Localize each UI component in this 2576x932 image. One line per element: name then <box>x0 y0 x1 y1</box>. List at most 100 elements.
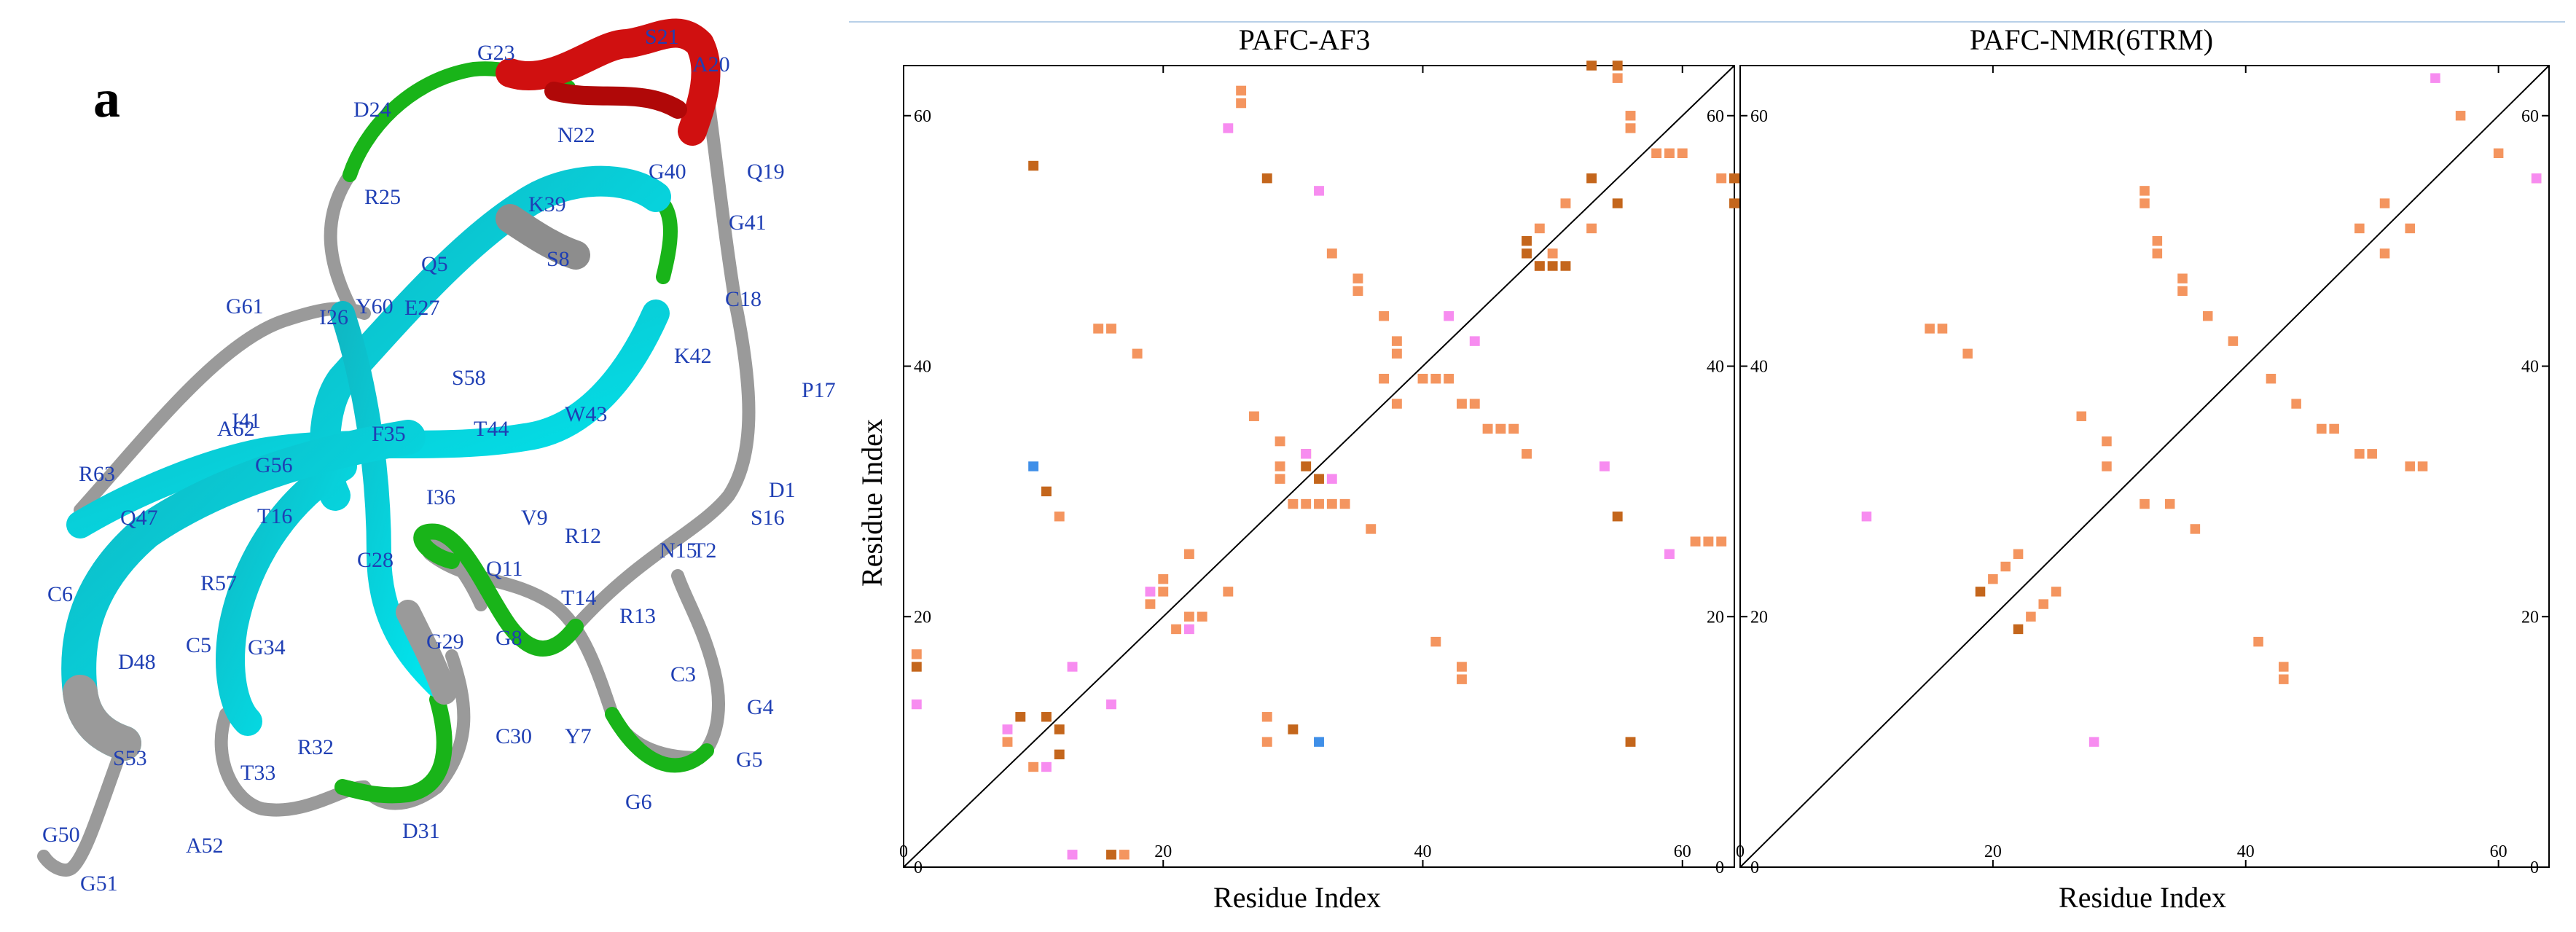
contact-point-salmon <box>2177 286 2188 297</box>
contact-point-salmon <box>2051 587 2062 597</box>
contact-point-salmon <box>1366 524 1377 534</box>
contact-point-salmon <box>2253 636 2263 647</box>
y-tick-label: 40 <box>1750 358 1768 377</box>
contact-point-salmon <box>2102 436 2112 447</box>
contact-point-salmon <box>1326 498 1337 509</box>
panel-a-structure: a <box>37 18 836 896</box>
contact-point-salmon <box>1651 148 1662 159</box>
x-tick-label: 0 <box>899 842 908 861</box>
contact-point-salmon <box>2140 198 2150 208</box>
chart-title-nmr: PAFC-NMR(6TRM) <box>1970 23 2213 56</box>
contact-point-salmon <box>1522 449 1532 459</box>
residue-label: V9 <box>521 506 548 530</box>
x-tick-label: 20 <box>1154 842 1172 861</box>
x-tick-label: 40 <box>2237 842 2255 861</box>
contact-point-salmon <box>1495 423 1506 434</box>
contact-point-brown <box>1586 60 1597 71</box>
residue-label: D31 <box>402 819 440 843</box>
contact-point-salmon <box>1183 549 1194 560</box>
contact-point-brown <box>1054 749 1065 760</box>
y-tick-label: 40 <box>914 358 931 377</box>
y-tick-label: 20 <box>1750 608 1768 627</box>
contact-point-salmon <box>1716 536 1727 547</box>
contact-point-salmon <box>1261 712 1272 722</box>
contact-point-salmon <box>1456 662 1467 672</box>
x-tick-label: 40 <box>1414 842 1432 861</box>
contact-point-blue <box>1028 461 1039 471</box>
contact-point-salmon <box>2152 248 2163 259</box>
contact-point-salmon <box>1236 85 1247 96</box>
residue-label: G6 <box>625 790 652 814</box>
diagonal-line <box>1739 65 2550 868</box>
residue-label: T44 <box>474 417 509 441</box>
contact-point-magenta <box>1314 186 1324 196</box>
y-tick-label-right: 40 <box>2521 358 2539 377</box>
contact-point-salmon <box>1236 98 1247 109</box>
residue-label: C3 <box>670 662 696 686</box>
contact-point-salmon <box>1962 348 1973 359</box>
contact-point-salmon <box>2038 599 2049 609</box>
contact-point-brown <box>1729 173 1739 184</box>
contact-point-salmon <box>2000 561 2011 572</box>
residue-label: E27 <box>404 296 439 320</box>
contact-point-salmon <box>1183 611 1194 622</box>
contact-point-brown <box>1612 198 1623 208</box>
residue-label: S58 <box>452 366 486 390</box>
contact-point-salmon <box>1301 498 1312 509</box>
contact-point-salmon <box>2279 662 2289 672</box>
contact-point-magenta <box>1861 512 1872 522</box>
contact-point-salmon <box>1197 611 1207 622</box>
contact-point-salmon <box>1275 461 1285 471</box>
contact-point-brown <box>1612 512 1623 522</box>
contact-point-magenta <box>1145 587 1156 597</box>
residue-label: Q47 <box>120 506 158 530</box>
residue-label: G4 <box>747 695 774 719</box>
contact-point-salmon <box>2417 461 2428 471</box>
contact-point-brown <box>1625 737 1636 747</box>
contact-point-salmon <box>1417 373 1428 384</box>
contact-point-magenta <box>1002 724 1013 735</box>
contact-point-salmon <box>2190 524 2201 534</box>
contact-point-salmon <box>2266 373 2276 384</box>
contact-point-salmon <box>1391 336 1402 346</box>
contact-point-salmon <box>2379 198 2390 208</box>
residue-label: S21 <box>645 25 679 49</box>
contact-point-salmon <box>1326 248 1337 259</box>
x-tick-label: 0 <box>1736 842 1745 861</box>
contact-point-brown <box>1729 198 1739 208</box>
contact-point-salmon <box>1664 148 1675 159</box>
residue-label: A52 <box>186 834 224 858</box>
contact-point-salmon <box>1223 587 1234 597</box>
contact-point-magenta <box>1469 336 1480 346</box>
contact-point-salmon <box>1430 373 1441 384</box>
contact-point-brown <box>1301 461 1312 471</box>
contact-point-brown <box>1586 173 1597 184</box>
residue-label: A62 <box>217 417 255 441</box>
y-tick-label: 60 <box>1750 107 1768 126</box>
contact-point-salmon <box>1106 324 1116 334</box>
contact-point-magenta <box>1183 624 1194 635</box>
residue-label: C18 <box>725 287 762 311</box>
contact-point-magenta <box>1444 311 1455 321</box>
contact-point-salmon <box>1508 423 1519 434</box>
contact-point-magenta <box>1067 662 1078 672</box>
contact-point-magenta <box>1301 449 1312 459</box>
y-tick-label-right: 60 <box>2521 107 2539 126</box>
contact-point-salmon <box>2379 248 2390 259</box>
contact-point-salmon <box>2026 611 2036 622</box>
residue-labels: G23 S21 A20 D24 N22 G40 Q19 R25 K39 G41 S8 Q5 G61 I26… <box>42 25 836 896</box>
residue-label: R12 <box>565 524 601 548</box>
contact-point-brown <box>1314 474 1324 484</box>
contact-point-brown <box>1054 724 1065 735</box>
contact-point-salmon <box>1586 223 1597 234</box>
residue-label: C5 <box>186 633 211 657</box>
x-tick-label: 20 <box>1984 842 2002 861</box>
contact-point-salmon <box>1379 311 1390 321</box>
contact-point-brown <box>1522 235 1532 246</box>
residue-label: I36 <box>426 485 455 509</box>
contact-point-magenta <box>1664 549 1675 560</box>
contact-point-salmon <box>1391 399 1402 409</box>
protein-ribbon <box>37 18 756 877</box>
diagonal-line <box>903 65 1735 868</box>
